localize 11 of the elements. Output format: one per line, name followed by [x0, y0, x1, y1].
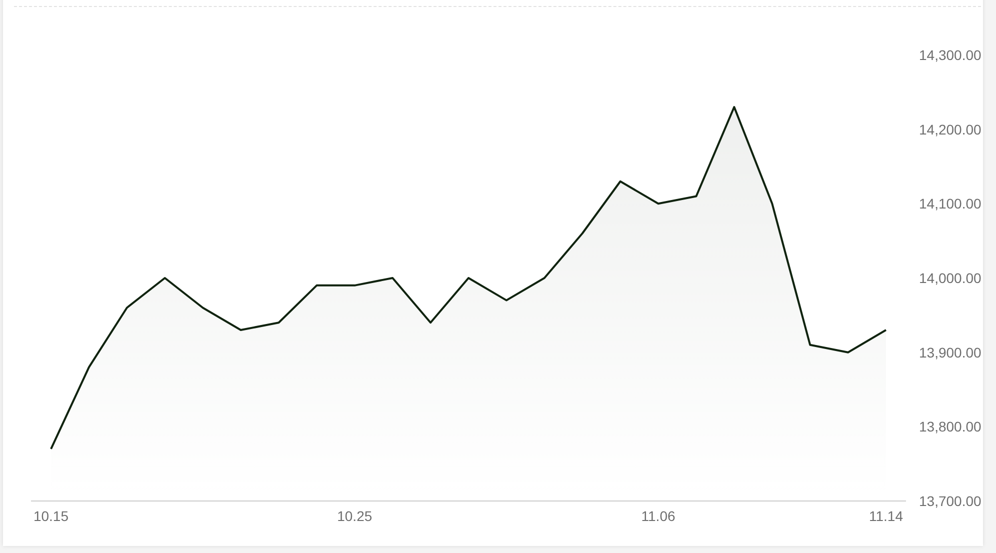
y-tick-label: 13,900.00 [919, 344, 982, 360]
y-tick-label: 13,700.00 [919, 492, 982, 509]
x-tick-label: 10.15 [33, 508, 69, 524]
y-tick-label: 14,000.00 [919, 270, 982, 286]
y-tick-label: 14,300.00 [919, 46, 982, 63]
y-tick-label: 14,200.00 [919, 121, 982, 138]
x-tick-label: 10.25 [337, 508, 372, 524]
x-tick-label: 11.14 [869, 508, 904, 524]
y-tick-label: 13,800.00 [919, 418, 982, 435]
y-tick-label: 14,100.00 [919, 196, 982, 212]
x-tick-label: 11.06 [641, 508, 676, 524]
